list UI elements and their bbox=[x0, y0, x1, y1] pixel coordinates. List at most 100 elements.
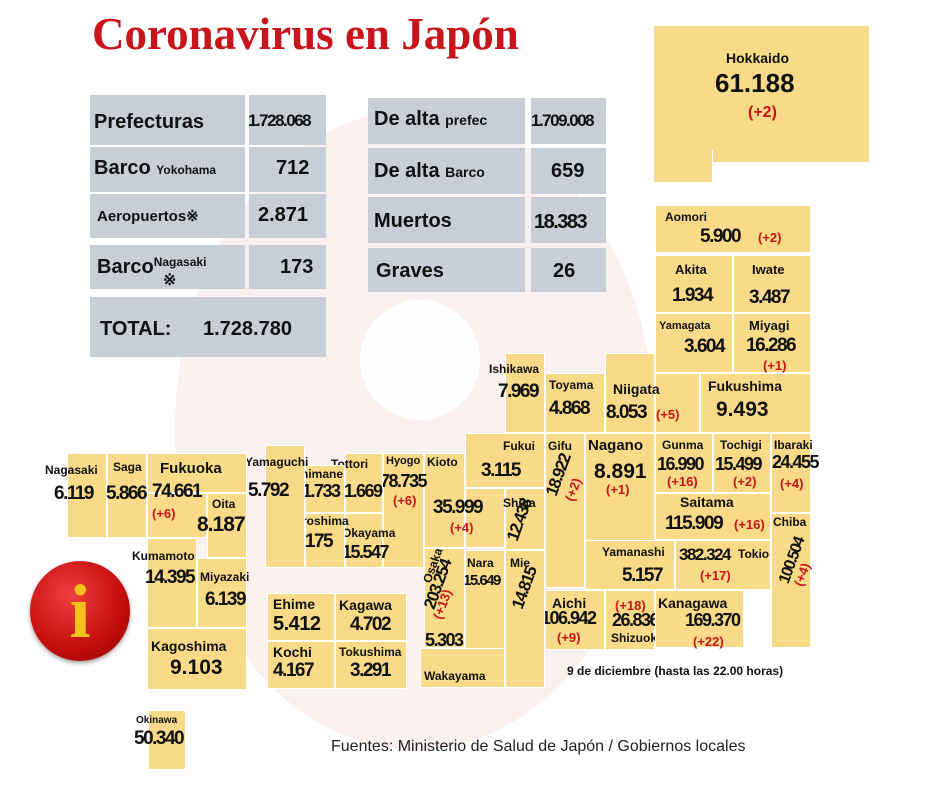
miyagi-name: Miyagi bbox=[749, 318, 790, 333]
niigata-value: 8.053 bbox=[606, 402, 648, 423]
tile-tokushima bbox=[335, 641, 407, 689]
summary-muertos-box bbox=[368, 197, 525, 243]
tile-toyama bbox=[545, 373, 605, 433]
tile-yamaguchi bbox=[265, 445, 305, 568]
nagano-delta: (+1) bbox=[606, 482, 630, 497]
tile-saga bbox=[107, 453, 147, 538]
fukuoka-name: Fukuoka bbox=[160, 460, 222, 477]
summary-barco-yokohama-value-box bbox=[249, 147, 326, 192]
tile-hokkaido bbox=[653, 25, 870, 163]
tile-saitama bbox=[655, 493, 771, 540]
summary-barco-nagasaki-value-box bbox=[249, 245, 326, 289]
tokushima-value: 3.291 bbox=[350, 660, 392, 681]
aichi-value: 106.942 bbox=[541, 608, 597, 628]
summary-aeropuertos-box bbox=[90, 194, 245, 238]
ibaraki-name: Ibaraki bbox=[774, 438, 813, 452]
nagasaki-name: Nagasaki bbox=[45, 463, 98, 477]
summary-dealta-prefec-box bbox=[368, 98, 525, 144]
fukui-value: 3.115 bbox=[481, 460, 522, 481]
tottori-value: 1.669 bbox=[344, 481, 383, 501]
kumamoto-value: 14.395 bbox=[145, 567, 196, 588]
summary-prefecturas-label: Prefecturas bbox=[94, 111, 205, 133]
summary-dealta-prefec-label: De alta prefec bbox=[374, 108, 488, 130]
aomori-delta: (+2) bbox=[758, 230, 782, 245]
summary-muertos-value-box bbox=[531, 197, 606, 243]
summary-muertos-label: Muertos bbox=[374, 210, 452, 232]
hokkaido-delta: (+2) bbox=[748, 104, 777, 121]
tile-fukuoka bbox=[147, 453, 247, 493]
fukuoka-value: 74.661 bbox=[152, 481, 203, 502]
shimane-value: 1.733 bbox=[302, 481, 341, 501]
tile-mie bbox=[505, 550, 545, 688]
tile-kumamoto bbox=[147, 538, 197, 628]
summary-barco-yokohama-label: Barco Yokohama bbox=[94, 157, 217, 179]
summary-prefecturas-value-box bbox=[249, 95, 326, 145]
tile-chiba bbox=[771, 513, 811, 648]
iwate-name: Iwate bbox=[752, 262, 785, 277]
fukushima-value: 9.493 bbox=[716, 398, 769, 421]
akita-value: 1.934 bbox=[672, 285, 714, 306]
ehime-name: Ehime bbox=[273, 596, 316, 612]
summary-muertos-value: 18.383 bbox=[534, 211, 588, 233]
saga-value: 5.866 bbox=[106, 483, 148, 504]
nara-value: 15.649 bbox=[463, 572, 501, 589]
tile-ibaraki bbox=[771, 433, 811, 513]
summary-barco-yokohama-box bbox=[90, 147, 245, 192]
kioto-value: 35.999 bbox=[433, 497, 484, 518]
kanagawa-value: 169.370 bbox=[685, 610, 741, 630]
yamagata-name: Yamagata bbox=[659, 320, 711, 332]
tochigi-name: Tochigi bbox=[720, 438, 762, 452]
fukushima-name: Fukushima bbox=[708, 378, 782, 394]
summary-dealta-barco-value: 659 bbox=[551, 160, 585, 182]
shizuoka-name: Shizuoka bbox=[611, 631, 664, 645]
tile-tokio bbox=[675, 540, 771, 590]
aomori-value: 5.900 bbox=[700, 226, 742, 247]
mie-name: Mie bbox=[510, 556, 531, 570]
summary-graves-value: 26 bbox=[553, 260, 576, 282]
tile-shiga bbox=[505, 488, 545, 550]
ibaraki-delta: (+4) bbox=[780, 476, 804, 491]
kagawa-name: Kagawa bbox=[339, 597, 392, 613]
aichi-delta: (+9) bbox=[557, 630, 581, 645]
nagano-value: 8.891 bbox=[594, 460, 647, 483]
aomori-name: Aomori bbox=[665, 210, 707, 224]
ishikawa-name: Ishikawa bbox=[489, 362, 540, 376]
tile-ishikawa bbox=[505, 353, 545, 433]
niigata-delta: (+5) bbox=[656, 407, 680, 422]
tile-ehime bbox=[267, 593, 335, 641]
tile-akita bbox=[655, 255, 733, 313]
summary-dealta-prefec-value-box bbox=[531, 98, 606, 144]
tile-fukuoka-ext bbox=[147, 493, 207, 538]
tile-shizuoka bbox=[605, 590, 655, 650]
tile-gifu bbox=[545, 433, 585, 588]
chiba-name: Chiba bbox=[773, 515, 807, 529]
okinawa-value: 50.340 bbox=[134, 728, 185, 749]
gifu-name: Gifu bbox=[548, 439, 572, 453]
okayama-value: 15.547 bbox=[342, 542, 390, 562]
summary-graves-box bbox=[368, 248, 525, 292]
summary-prefecturas-value: 1.728.068 bbox=[248, 111, 312, 130]
kioto-name: Kioto bbox=[427, 455, 458, 469]
okayama-name: Okayama bbox=[342, 526, 396, 540]
saitama-delta: (+16) bbox=[734, 517, 765, 532]
tile-kochi bbox=[267, 641, 335, 689]
oita-name: Oita bbox=[212, 497, 236, 511]
tokio-delta: (+17) bbox=[700, 568, 731, 583]
wakayama-name: Wakayama bbox=[424, 669, 486, 683]
wakayama-value: 5.303 bbox=[425, 630, 464, 650]
tile-iwate bbox=[733, 255, 811, 313]
summary-graves-value-box bbox=[531, 248, 606, 292]
tile-kagawa bbox=[335, 593, 407, 641]
tochigi-delta: (+2) bbox=[733, 474, 757, 489]
tile-aichi bbox=[545, 590, 605, 650]
ishikawa-value: 7.969 bbox=[498, 381, 540, 402]
tile-nagasaki bbox=[67, 453, 107, 538]
page-title: Coronavirus en Japón bbox=[92, 9, 519, 59]
tile-fukui bbox=[465, 433, 545, 488]
niigata-name: Niigata bbox=[613, 381, 660, 397]
tile-hyogo bbox=[383, 453, 424, 568]
tile-miyagi bbox=[733, 313, 811, 373]
tile-okinawa bbox=[148, 710, 186, 770]
kagoshima-name: Kagoshima bbox=[151, 638, 227, 654]
tile-gunma bbox=[655, 433, 713, 493]
